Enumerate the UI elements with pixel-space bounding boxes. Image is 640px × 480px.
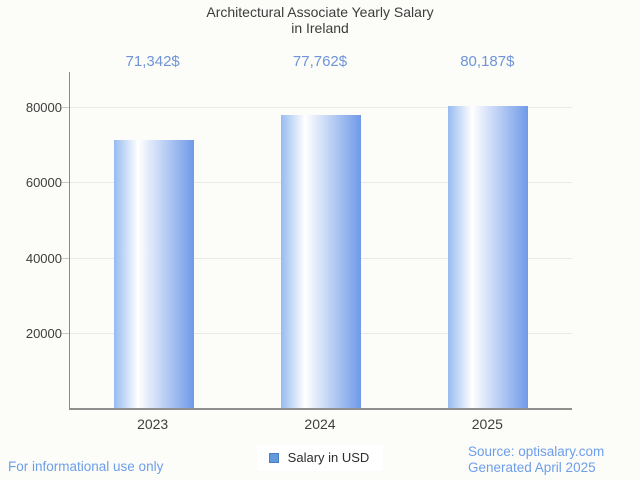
x-axis-label-2023: 2023 — [137, 416, 169, 432]
source-line: Source: optisalary.com — [468, 444, 605, 459]
chart-title-line1: Architectural Associate Yearly Salary — [206, 4, 434, 20]
legend-chip: Salary in USD — [256, 445, 384, 471]
source-attribution: Source: optisalary.com Generated April 2… — [468, 444, 604, 475]
bar-value-label-2023: 71,342$ — [125, 53, 180, 70]
gridline-80000 — [70, 107, 572, 108]
y-axis-tick — [62, 107, 69, 108]
y-axis-tick — [62, 332, 69, 334]
bar-value-label-2024: 77,762$ — [292, 53, 348, 70]
y-axis-label-80000: 80000 — [25, 100, 62, 115]
x-axis-label-2025: 2025 — [471, 416, 503, 432]
generated-line: Generated April 2025 — [468, 459, 596, 475]
y-axis-label-60000: 60000 — [25, 175, 62, 191]
bar-2024[interactable] — [281, 115, 361, 408]
x-axis-label-2024: 2024 — [304, 416, 336, 432]
y-axis-label-20000: 20000 — [25, 325, 62, 341]
y-axis-label-40000: 40000 — [25, 250, 62, 266]
bar-2023[interactable] — [113, 139, 194, 408]
chart-legend: Salary in USD — [0, 445, 640, 471]
chart-title: Architectural Associate Yearly Salary in… — [0, 4, 640, 36]
y-axis-tick — [62, 182, 69, 184]
informational-note: For informational use only — [8, 459, 164, 474]
bar-2025[interactable] — [448, 106, 529, 408]
legend-label: Salary in USD — [287, 450, 370, 465]
bar-value-label-2025: 80,187$ — [460, 53, 515, 70]
chart-title-line2: in Ireland — [291, 20, 349, 36]
legend-square-icon — [268, 452, 279, 463]
y-axis-tick — [62, 257, 69, 259]
plot-area — [62, 72, 572, 410]
